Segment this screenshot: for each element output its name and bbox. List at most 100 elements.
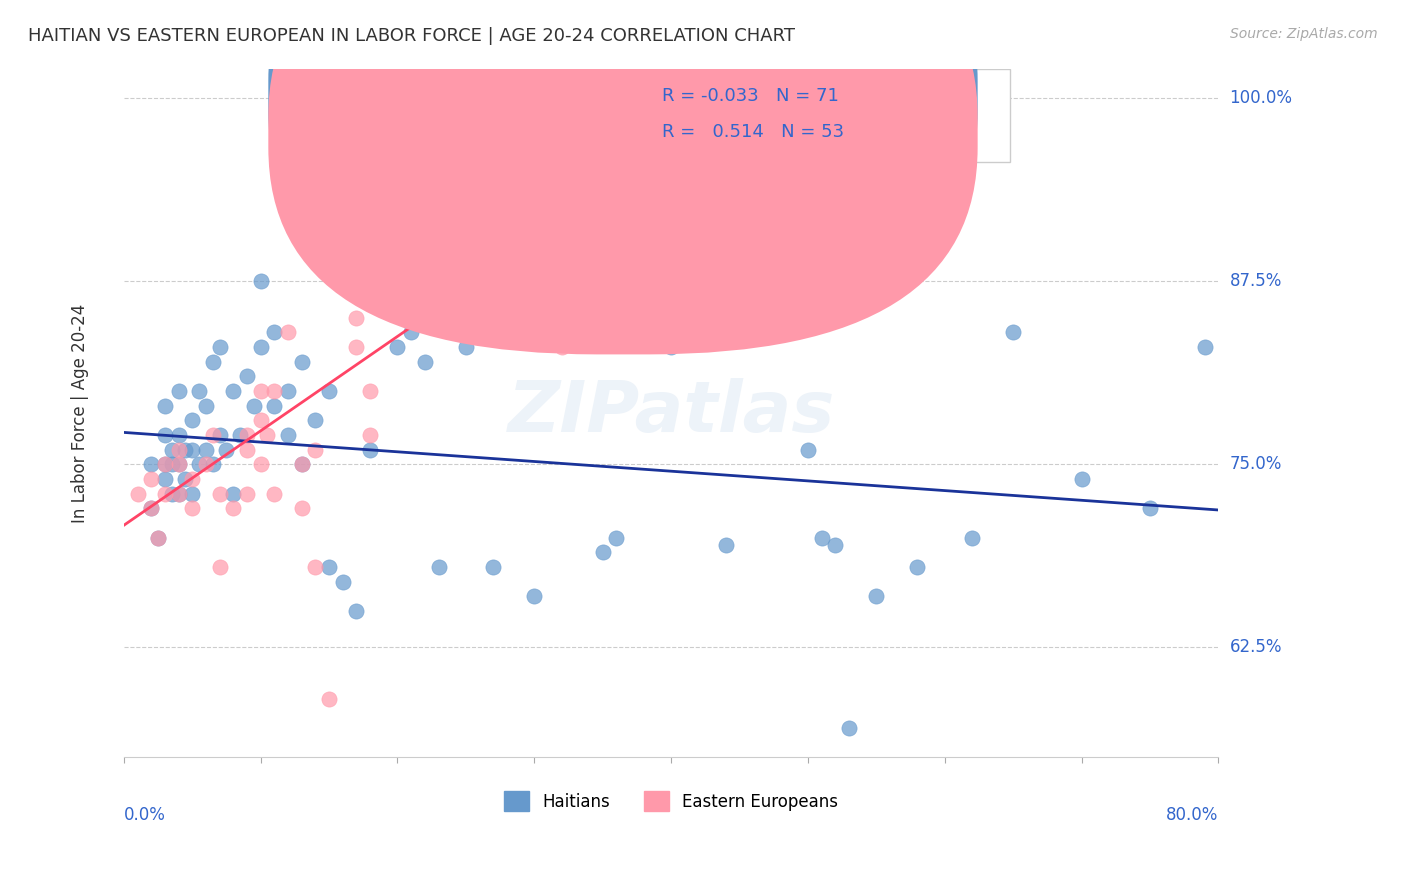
- Point: [427, 135, 450, 149]
- Point: [838, 721, 860, 735]
- Point: [263, 399, 285, 413]
- Point: [277, 428, 299, 442]
- Point: [523, 589, 546, 603]
- Point: [167, 457, 190, 471]
- Text: 75.0%: 75.0%: [1230, 455, 1282, 474]
- Point: [304, 559, 326, 574]
- Point: [146, 531, 169, 545]
- Point: [318, 691, 340, 706]
- Point: [659, 135, 682, 149]
- Point: [359, 442, 381, 457]
- Point: [153, 457, 176, 471]
- Point: [194, 399, 217, 413]
- Point: [824, 538, 846, 552]
- Point: [263, 384, 285, 398]
- Point: [714, 538, 737, 552]
- Point: [318, 384, 340, 398]
- Point: [249, 413, 271, 427]
- Point: [181, 472, 204, 486]
- Point: [413, 135, 436, 149]
- Point: [236, 428, 259, 442]
- Point: [153, 428, 176, 442]
- Point: [153, 399, 176, 413]
- Point: [160, 486, 183, 500]
- Point: [688, 135, 710, 149]
- Point: [413, 354, 436, 368]
- Point: [688, 326, 710, 340]
- Point: [243, 399, 266, 413]
- Point: [174, 472, 197, 486]
- Text: ZIPatlas: ZIPatlas: [508, 378, 835, 448]
- Text: 100.0%: 100.0%: [1230, 89, 1292, 107]
- Point: [304, 413, 326, 427]
- Point: [208, 428, 231, 442]
- Point: [141, 501, 163, 516]
- Point: [797, 442, 820, 457]
- FancyBboxPatch shape: [572, 69, 1011, 161]
- Point: [332, 574, 354, 589]
- Point: [188, 384, 211, 398]
- Point: [702, 135, 724, 149]
- Point: [249, 384, 271, 398]
- Point: [496, 135, 519, 149]
- Point: [550, 340, 572, 354]
- Point: [304, 442, 326, 457]
- Point: [236, 369, 259, 384]
- Point: [1002, 326, 1025, 340]
- Point: [592, 326, 614, 340]
- Point: [291, 457, 314, 471]
- Point: [359, 384, 381, 398]
- Point: [249, 274, 271, 288]
- Point: [1194, 340, 1216, 354]
- Point: [229, 428, 252, 442]
- Point: [208, 559, 231, 574]
- Point: [346, 340, 368, 354]
- Point: [441, 135, 464, 149]
- Point: [263, 326, 285, 340]
- Text: R =   0.514   N = 53: R = 0.514 N = 53: [662, 123, 845, 141]
- Point: [1070, 472, 1092, 486]
- Point: [167, 486, 190, 500]
- Point: [201, 354, 224, 368]
- Point: [592, 545, 614, 559]
- Point: [454, 135, 477, 149]
- Point: [167, 428, 190, 442]
- Point: [194, 457, 217, 471]
- Point: [236, 486, 259, 500]
- Point: [181, 486, 204, 500]
- Point: [907, 559, 929, 574]
- Legend: Haitians, Eastern Europeans: Haitians, Eastern Europeans: [498, 784, 845, 818]
- Point: [960, 531, 983, 545]
- Point: [201, 428, 224, 442]
- Point: [714, 326, 737, 340]
- Point: [141, 457, 163, 471]
- Point: [1139, 501, 1161, 516]
- Point: [427, 559, 450, 574]
- Point: [222, 486, 245, 500]
- Point: [810, 531, 832, 545]
- Point: [167, 442, 190, 457]
- Text: In Labor Force | Age 20-24: In Labor Force | Age 20-24: [72, 303, 89, 523]
- Point: [181, 501, 204, 516]
- FancyBboxPatch shape: [269, 0, 977, 318]
- Point: [468, 326, 491, 340]
- Point: [188, 457, 211, 471]
- Text: HAITIAN VS EASTERN EUROPEAN IN LABOR FORCE | AGE 20-24 CORRELATION CHART: HAITIAN VS EASTERN EUROPEAN IN LABOR FOR…: [28, 27, 796, 45]
- Point: [167, 486, 190, 500]
- Text: 80.0%: 80.0%: [1166, 805, 1219, 823]
- Point: [160, 442, 183, 457]
- Point: [256, 428, 278, 442]
- Point: [127, 486, 149, 500]
- Point: [194, 442, 217, 457]
- Text: 62.5%: 62.5%: [1230, 639, 1282, 657]
- Point: [865, 589, 887, 603]
- Point: [181, 442, 204, 457]
- Point: [454, 340, 477, 354]
- FancyBboxPatch shape: [269, 0, 977, 354]
- Point: [659, 340, 682, 354]
- Point: [146, 531, 169, 545]
- Point: [346, 310, 368, 325]
- Point: [153, 472, 176, 486]
- Point: [277, 384, 299, 398]
- Point: [263, 486, 285, 500]
